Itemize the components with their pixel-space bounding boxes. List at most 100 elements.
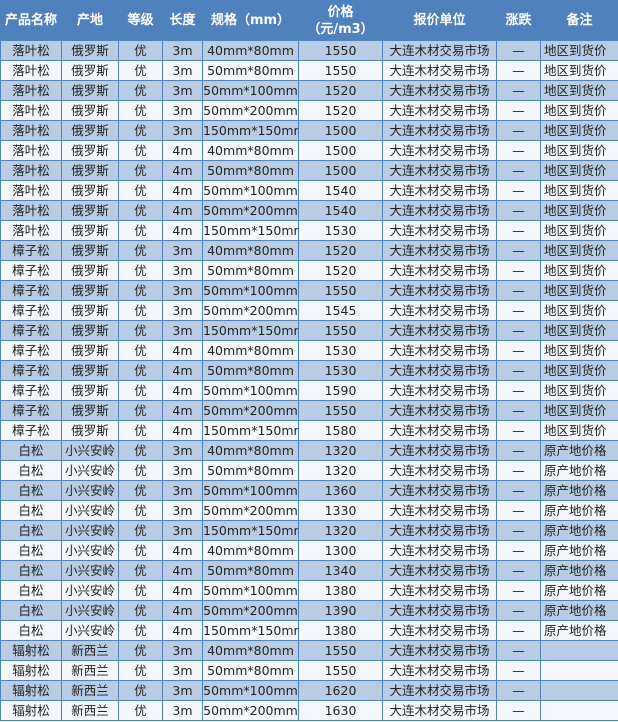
cell-price: 1390 bbox=[298, 600, 383, 621]
cell-price: 1340 bbox=[298, 560, 383, 581]
cell-length: 3m bbox=[162, 60, 203, 81]
cell-grade: 优 bbox=[118, 100, 163, 121]
cell-length: 4m bbox=[162, 140, 203, 161]
cell-origin: 俄罗斯 bbox=[61, 280, 119, 301]
cell-length: 4m bbox=[162, 160, 203, 181]
header-change: 涨跌 bbox=[496, 0, 541, 41]
cell-price: 1320 bbox=[298, 520, 383, 541]
cell-origin: 俄罗斯 bbox=[61, 60, 119, 81]
cell-product-name: 白松 bbox=[0, 620, 62, 641]
cell-origin: 小兴安岭 bbox=[61, 520, 119, 541]
cell-price: 1360 bbox=[298, 480, 383, 501]
cell-product-name: 樟子松 bbox=[0, 360, 62, 381]
cell-length: 3m bbox=[162, 640, 203, 661]
cell-product-name: 落叶松 bbox=[0, 60, 62, 81]
cell-origin: 俄罗斯 bbox=[61, 420, 119, 441]
cell-length: 3m bbox=[162, 680, 203, 701]
table-row: 白松 小兴安岭优 4m 50mm*200mm 1390 大连木材交易市场 — 原产地价格 bbox=[0, 600, 618, 621]
cell-length: 3m bbox=[162, 100, 203, 121]
cell-spec: 50mm*100mm bbox=[202, 680, 299, 701]
cell-note: 地区到货价 bbox=[540, 340, 618, 361]
cell-grade: 优 bbox=[118, 520, 163, 541]
cell-spec: 50mm*80mm bbox=[202, 460, 299, 481]
cell-change: — bbox=[496, 300, 541, 321]
cell-price: 1500 bbox=[298, 120, 383, 141]
cell-spec: 50mm*80mm bbox=[202, 360, 299, 381]
cell-spec: 40mm*80mm bbox=[202, 640, 299, 661]
cell-origin: 俄罗斯 bbox=[61, 380, 119, 401]
table-row: 白松 小兴安岭优 4m 50mm*80mm 1340 大连木材交易市场 — 原产地价格 bbox=[0, 560, 618, 581]
cell-length: 3m bbox=[162, 280, 203, 301]
cell-origin: 俄罗斯 bbox=[61, 360, 119, 381]
cell-product-name: 樟子松 bbox=[0, 320, 62, 341]
cell-length: 4m bbox=[162, 380, 203, 401]
cell-spec: 50mm*80mm bbox=[202, 260, 299, 281]
cell-quote-unit: 大连木材交易市场 bbox=[382, 220, 497, 241]
cell-price: 1550 bbox=[298, 320, 383, 341]
cell-price: 1550 bbox=[298, 60, 383, 81]
table-row: 辐射松 新西兰优 3m 40mm*80mm 1550 大连木材交易市场 — bbox=[0, 640, 618, 661]
cell-price: 1540 bbox=[298, 200, 383, 221]
cell-price: 1530 bbox=[298, 220, 383, 241]
cell-product-name: 樟子松 bbox=[0, 340, 62, 361]
cell-grade: 优 bbox=[118, 640, 163, 661]
table-row: 白松 小兴安岭优 3m 50mm*100mm 1360 大连木材交易市场 — 原产地价格 bbox=[0, 480, 618, 501]
table-row: 白松 小兴安岭优 3m 50mm*200mm 1330 大连木材交易市场 — 原产地价格 bbox=[0, 500, 618, 521]
cell-quote-unit: 大连木材交易市场 bbox=[382, 520, 497, 541]
cell-spec: 40mm*80mm bbox=[202, 140, 299, 161]
cell-quote-unit: 大连木材交易市场 bbox=[382, 540, 497, 561]
cell-price: 1520 bbox=[298, 80, 383, 101]
cell-note: 地区到货价 bbox=[540, 120, 618, 141]
cell-price: 1550 bbox=[298, 40, 383, 61]
table-row: 樟子松 俄罗斯优 4m 50mm*100mm 1590 大连木材交易市场 — 地区到货价 bbox=[0, 380, 618, 401]
cell-grade: 优 bbox=[118, 700, 163, 721]
cell-grade: 优 bbox=[118, 540, 163, 561]
cell-grade: 优 bbox=[118, 120, 163, 141]
cell-spec: 50mm*100mm bbox=[202, 580, 299, 601]
table-row: 白松 小兴安岭优 4m 40mm*80mm 1300 大连木材交易市场 — 原产地价格 bbox=[0, 540, 618, 561]
cell-spec: 50mm*80mm bbox=[202, 160, 299, 181]
cell-quote-unit: 大连木材交易市场 bbox=[382, 200, 497, 221]
cell-origin: 小兴安岭 bbox=[61, 460, 119, 481]
cell-quote-unit: 大连木材交易市场 bbox=[382, 320, 497, 341]
cell-note: 地区到货价 bbox=[540, 60, 618, 81]
cell-change: — bbox=[496, 620, 541, 641]
cell-note: 地区到货价 bbox=[540, 400, 618, 421]
cell-price: 1530 bbox=[298, 360, 383, 381]
cell-length: 3m bbox=[162, 80, 203, 101]
cell-quote-unit: 大连木材交易市场 bbox=[382, 160, 497, 181]
cell-change: — bbox=[496, 40, 541, 61]
cell-change: — bbox=[496, 440, 541, 461]
table-row: 落叶松 俄罗斯优 3m 150mm*150mm 1500 大连木材交易市场 — 地区到货价 bbox=[0, 120, 618, 141]
table-row: 落叶松 俄罗斯优 4m 150mm*150mm 1530 大连木材交易市场 — 地区到货价 bbox=[0, 220, 618, 241]
table-row: 落叶松 俄罗斯优 4m 50mm*100mm 1540 大连木材交易市场 — 地区到货价 bbox=[0, 180, 618, 201]
cell-origin: 小兴安岭 bbox=[61, 440, 119, 461]
cell-spec: 50mm*100mm bbox=[202, 80, 299, 101]
cell-product-name: 落叶松 bbox=[0, 100, 62, 121]
cell-origin: 小兴安岭 bbox=[61, 580, 119, 601]
cell-price: 1545 bbox=[298, 300, 383, 321]
cell-origin: 小兴安岭 bbox=[61, 620, 119, 641]
cell-quote-unit: 大连木材交易市场 bbox=[382, 260, 497, 281]
cell-quote-unit: 大连木材交易市场 bbox=[382, 40, 497, 61]
table-row: 辐射松 新西兰优 3m 50mm*80mm 1550 大连木材交易市场 — bbox=[0, 660, 618, 681]
cell-length: 3m bbox=[162, 500, 203, 521]
cell-origin: 俄罗斯 bbox=[61, 40, 119, 61]
cell-note: 地区到货价 bbox=[540, 80, 618, 101]
cell-quote-unit: 大连木材交易市场 bbox=[382, 620, 497, 641]
cell-grade: 优 bbox=[118, 80, 163, 101]
header-note: 备注 bbox=[540, 0, 618, 41]
table-row: 落叶松 俄罗斯优 3m 50mm*200mm 1520 大连木材交易市场 — 地区到货价 bbox=[0, 100, 618, 121]
cell-change: — bbox=[496, 420, 541, 441]
cell-spec: 50mm*200mm bbox=[202, 400, 299, 421]
cell-length: 3m bbox=[162, 700, 203, 721]
header-product-name: 产品名称 bbox=[0, 0, 62, 41]
cell-spec: 50mm*80mm bbox=[202, 60, 299, 81]
header-grade: 等级 bbox=[118, 0, 163, 41]
cell-note: 原产地价格 bbox=[540, 460, 618, 481]
cell-length: 4m bbox=[162, 200, 203, 221]
header-row: 产品名称 产地 等级 长度 规格（mm） 价格（元/m3） 报价单位 涨跌 备注 bbox=[0, 0, 618, 41]
cell-spec: 40mm*80mm bbox=[202, 440, 299, 461]
cell-quote-unit: 大连木材交易市场 bbox=[382, 440, 497, 461]
header-origin: 产地 bbox=[61, 0, 119, 41]
